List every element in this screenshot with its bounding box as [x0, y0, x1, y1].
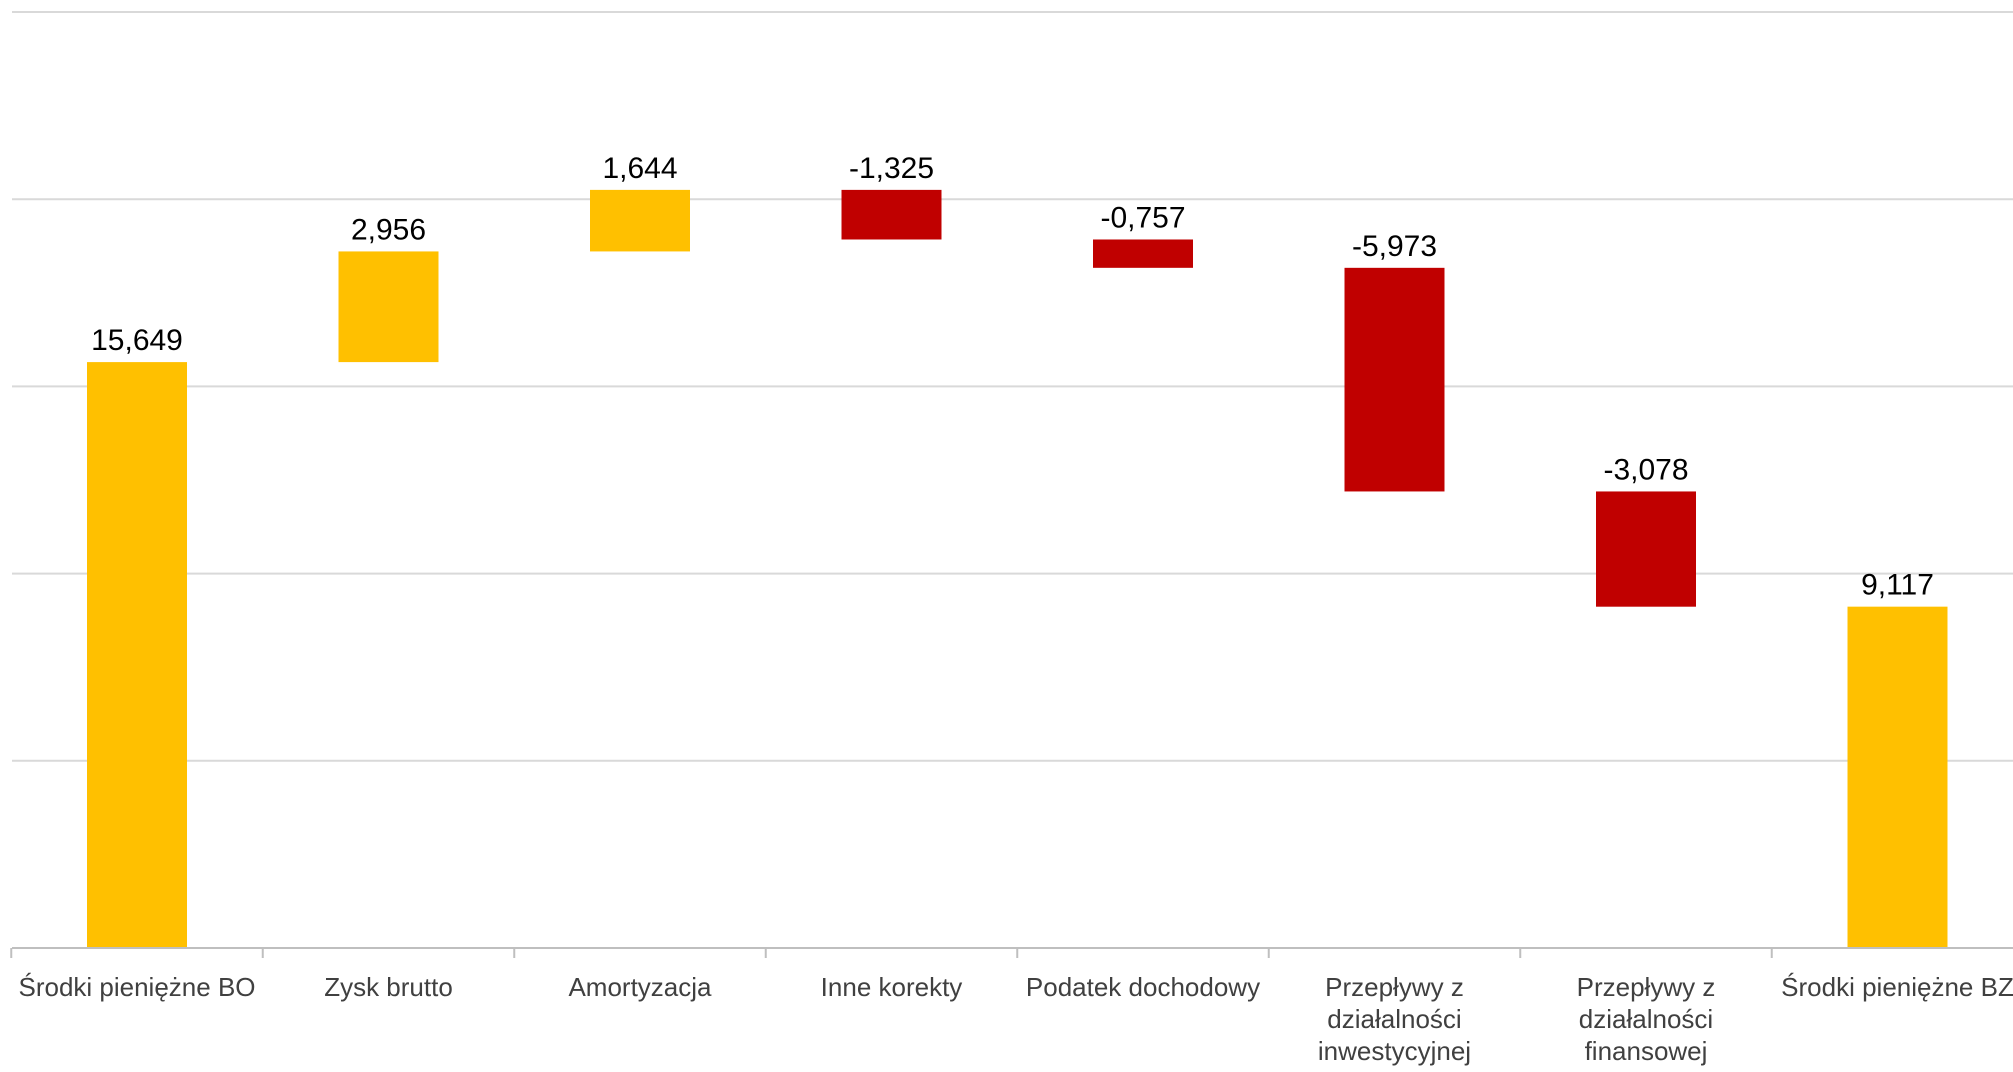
category-label-4: Podatek dochodowy — [1026, 972, 1260, 1002]
category-label-line: Przepływy z — [1577, 972, 1716, 1002]
bar-3 — [842, 190, 942, 240]
data-label-6: -3,078 — [1603, 453, 1688, 486]
gridlines — [12, 12, 2013, 761]
bars — [87, 190, 1948, 948]
bar-2 — [590, 190, 690, 252]
category-label-5: Przepływy z działalności inwestycyjnej — [1318, 972, 1471, 1066]
category-label-line: Środki pieniężne BO — [18, 972, 255, 1002]
category-label-3: Inne korekty — [821, 972, 963, 1002]
data-label-0: 15,649 — [91, 324, 183, 357]
category-label-line: Podatek dochodowy — [1026, 972, 1260, 1002]
category-label-line: działalności — [1327, 1004, 1461, 1034]
bar-0 — [87, 362, 187, 948]
data-label-1: 2,956 — [351, 213, 426, 246]
category-label-line: finansowej — [1585, 1036, 1708, 1066]
bar-7 — [1848, 607, 1948, 948]
category-label-line: inwestycyjnej — [1318, 1036, 1471, 1066]
category-label-line: Amortyzacja — [568, 972, 712, 1002]
category-label-2: Amortyzacja — [568, 972, 712, 1002]
category-label-line: Przepływy z — [1325, 972, 1464, 1002]
bar-1 — [339, 251, 439, 362]
category-label-1: Zysk brutto — [324, 972, 453, 1002]
category-label-0: Środki pieniężne BO — [18, 972, 255, 1002]
data-label-3: -1,325 — [849, 152, 934, 185]
category-label-line: działalności — [1579, 1004, 1713, 1034]
category-label-line: Inne korekty — [821, 972, 963, 1002]
category-label-7: Środki pieniężne BZ — [1781, 972, 2013, 1002]
category-label-line: Zysk brutto — [324, 972, 453, 1002]
bar-5 — [1345, 268, 1445, 492]
data-label-2: 1,644 — [602, 152, 677, 185]
category-labels: Środki pieniężne BO Zysk brutto Amortyzacj… — [18, 972, 2013, 1066]
category-label-6: Przepływy z działalności finansowej — [1577, 972, 1716, 1066]
bar-4 — [1093, 239, 1193, 267]
x-axis — [11, 948, 2013, 958]
category-label-line: Środki pieniężne BZ — [1781, 972, 2013, 1002]
data-label-4: -0,757 — [1100, 201, 1185, 234]
data-label-7: 9,117 — [1861, 569, 1934, 602]
data-label-5: -5,973 — [1352, 230, 1437, 263]
bar-6 — [1596, 491, 1696, 606]
